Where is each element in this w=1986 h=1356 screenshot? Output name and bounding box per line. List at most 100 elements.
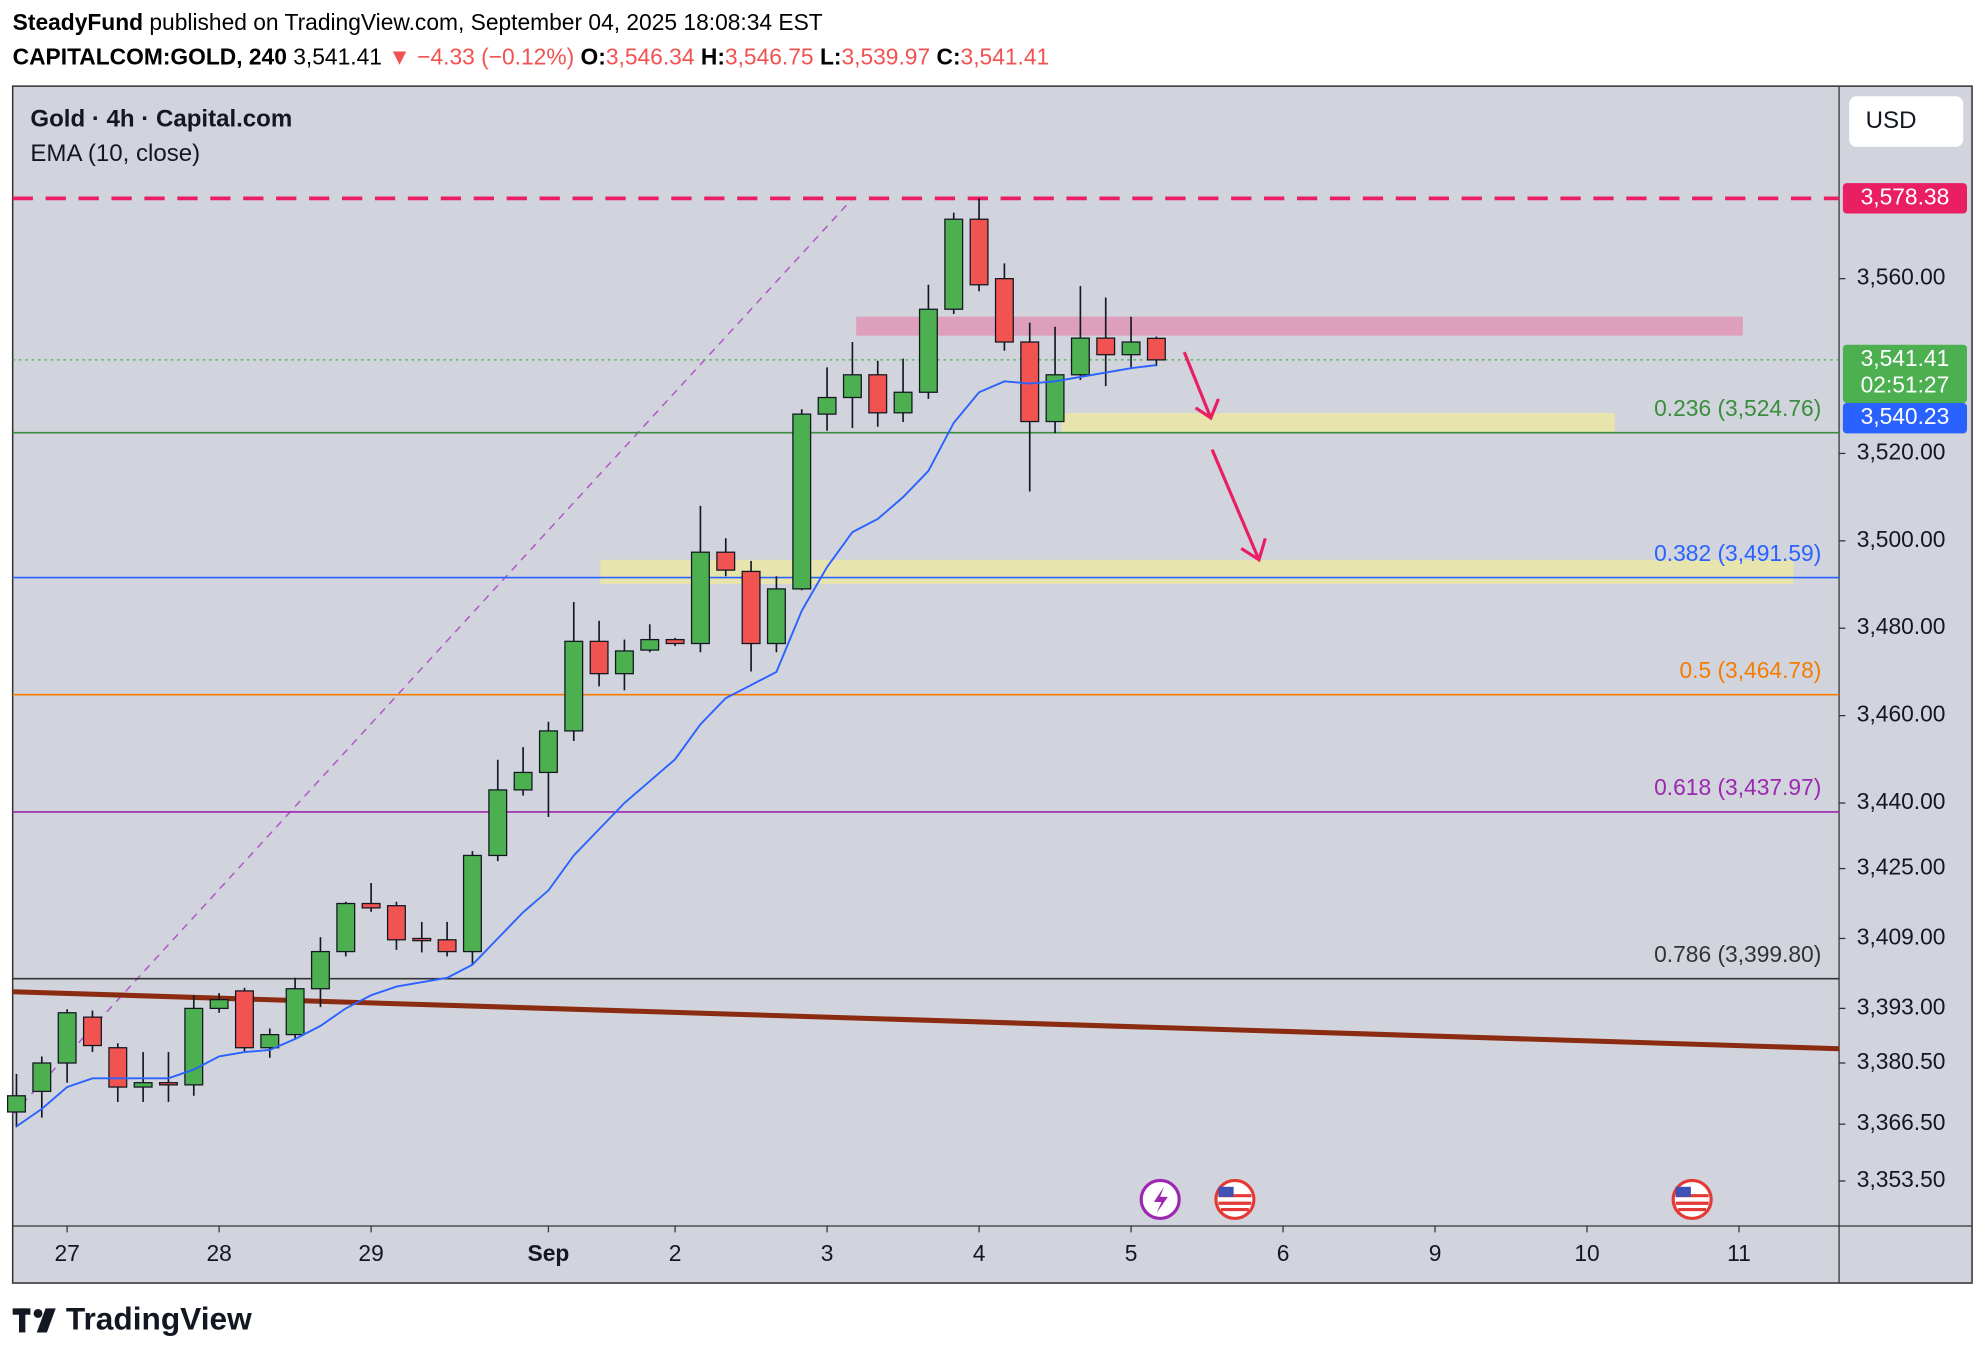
x-tick-label: 3 (821, 1240, 834, 1266)
logo-part (36, 1308, 56, 1333)
y-tick-label: 3,560.00 (1857, 264, 1946, 290)
last-price-tag-countdown: 02:51:27 (1861, 372, 1950, 398)
candle-body (133, 1082, 153, 1088)
candle-body (665, 638, 685, 645)
x-tick-label: 11 (1727, 1240, 1751, 1266)
y-tick-label: 3,520.00 (1857, 438, 1946, 464)
ema-tag (1842, 402, 1967, 434)
event-icons (1139, 1178, 1713, 1221)
candle-body (1020, 341, 1040, 423)
candle-body (412, 937, 432, 942)
candle-body (792, 413, 812, 590)
candle-body (640, 638, 660, 651)
x-tick-label: 5 (1125, 1240, 1138, 1266)
header-line-2: CAPITALCOM:GOLD, 240 3,541.41 ▼ −4.33 (−… (13, 43, 1050, 69)
logo-part (33, 1309, 43, 1318)
c: 3,541.41 (961, 43, 1050, 69)
h-label: H: (701, 43, 725, 69)
candle-body (690, 551, 710, 645)
candle-body (716, 551, 736, 571)
candle-body (234, 990, 254, 1049)
candle-body (766, 588, 786, 645)
y-tick-label: 3,500.00 (1857, 526, 1946, 552)
fib-trend-line (12, 199, 852, 1116)
x-tick-label: 9 (1429, 1240, 1442, 1266)
candle-body (513, 771, 533, 791)
fib-label: 0.236 (3,524.76) (1654, 395, 1821, 421)
y-tick-label: 3,440.00 (1857, 788, 1946, 814)
currency[interactable]: USD (1866, 107, 1917, 134)
candle-body (994, 278, 1014, 343)
event-icon (1675, 1186, 1691, 1197)
l: 3,539.97 (841, 43, 930, 69)
logo-part (19, 1308, 26, 1333)
event-icon (1671, 1178, 1713, 1221)
candle-body (437, 939, 457, 953)
candle-body (285, 988, 305, 1036)
candle-body (817, 396, 837, 415)
x-tick-label: Sep (528, 1240, 570, 1266)
y-tick-label: 3,393.00 (1857, 993, 1946, 1019)
plot: 0.236 (3,524.76) 0.382 (3,491.59) 0.5 (3,4… (6, 196, 1840, 1128)
x-tick-label: 4 (973, 1240, 986, 1266)
candle-body (462, 854, 482, 953)
h: 3,546.75 (725, 43, 814, 69)
candle-body (564, 640, 584, 732)
candle-body (158, 1082, 178, 1086)
y-tick-label: 3,460.00 (1857, 701, 1946, 727)
x-tick-label: 10 (1574, 1240, 1599, 1266)
ema-line (15, 364, 1157, 1128)
candle-body (310, 950, 330, 990)
candle-body (260, 1033, 280, 1049)
brand-logo (12, 1308, 56, 1333)
candle-body (57, 1012, 77, 1064)
high-tag (1842, 183, 1967, 214)
y-tick-label: 3,480.00 (1857, 613, 1946, 639)
y-tick-label: 3,380.50 (1857, 1048, 1946, 1074)
last-price-tag-label: 3,541.41 (1861, 345, 1950, 371)
candle-body (1045, 374, 1065, 423)
y-tick-label: 3,366.50 (1857, 1109, 1946, 1135)
event-icon (1153, 1186, 1168, 1214)
candle-body (538, 730, 558, 774)
candle-body (32, 1062, 52, 1093)
resistance-zone (856, 316, 1743, 336)
candle-body (614, 650, 634, 675)
candle-body (1070, 337, 1090, 376)
legend-ema: EMA (10, close) (30, 140, 200, 167)
arrow (1182, 351, 1220, 421)
candle-body (868, 374, 888, 414)
currency-button[interactable] (1849, 96, 1964, 147)
last-price-tag (1842, 344, 1967, 403)
candle-body (842, 374, 862, 399)
fib-label: 0.618 (3,437.97) (1654, 774, 1821, 800)
trend-line (12, 989, 1840, 1052)
candle-body (944, 218, 964, 310)
published: published on TradingView.com, September … (149, 9, 822, 35)
candle-body (361, 902, 381, 909)
candle-body (969, 218, 989, 286)
change: ▼ −4.33 (−0.12%) (388, 43, 574, 69)
candle-body (1146, 337, 1166, 361)
x-tick-label: 29 (358, 1240, 383, 1266)
x-tick-label: 28 (206, 1240, 231, 1266)
candle-body (386, 905, 406, 941)
l-label: L: (820, 43, 842, 69)
x-tick-label: 6 (1277, 1240, 1290, 1266)
x-tick-label: 2 (669, 1240, 682, 1266)
candle-body (893, 391, 913, 414)
candle-body (1121, 341, 1141, 356)
author: SteadyFund (13, 9, 143, 35)
candle-body (741, 570, 761, 645)
candle-body (589, 640, 609, 675)
event-icon (1214, 1178, 1256, 1221)
last: 3,541.41 (293, 43, 382, 69)
o: 3,546.34 (606, 43, 695, 69)
high-tag-label: 3,578.38 (1861, 183, 1950, 209)
candle-body (336, 902, 356, 953)
header-line-1: SteadyFund published on TradingView.com,… (13, 9, 823, 35)
chart-frame (11, 85, 1973, 1284)
ema-tag-label: 3,540.23 (1861, 403, 1950, 429)
